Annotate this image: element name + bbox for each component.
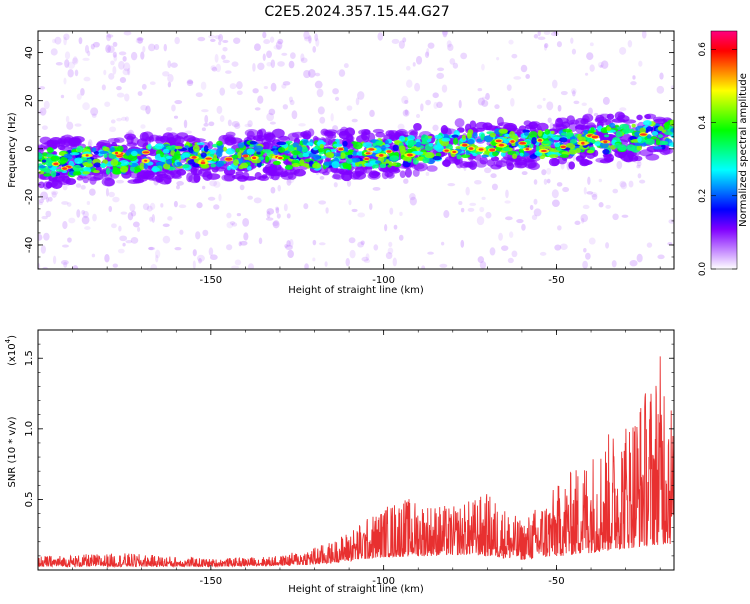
spectrogram-x-tick-label-0: -150	[199, 275, 222, 286]
spectrogram-frame	[37, 30, 675, 270]
colorbar-label: Normalized spectral amplitude	[738, 73, 749, 227]
snr-plot-area	[38, 356, 674, 569]
colorbar-tick-label-0: 0.0	[698, 262, 708, 277]
figure-title: C2E5.2024.357.15.44.G27	[264, 4, 449, 20]
spectrogram-y-tick-label-3: 20	[24, 94, 35, 107]
colorbar-gradient	[710, 30, 738, 270]
snr-y-tick-label-0: 0.5	[24, 491, 35, 507]
spectrogram-y-tick-label-1: -20	[24, 189, 35, 205]
spectrogram-x-axis-label: Height of straight line (km)	[288, 285, 424, 296]
spectrogram-y-tick-label-0: -40	[24, 237, 35, 253]
snr-y-multiplier: (x104)	[4, 335, 18, 366]
colorbar: 0.0 0.2 0.4 0.6 Normalized spectral amplitu…	[698, 30, 749, 276]
snr-y-ticks: 0.5 1.0 1.5	[24, 343, 674, 557]
spectrogram-plot-area	[38, 31, 674, 269]
snr-frame	[37, 329, 675, 571]
snr-multiplier-base: (x10	[7, 343, 18, 366]
spectrogram-x-tick-label-1: -100	[372, 275, 395, 286]
spectrogram-cells	[38, 31, 674, 269]
snr-x-ticks: -150 -100 -50	[72, 330, 661, 587]
colorbar-ticks: 0.0 0.2 0.4 0.6	[698, 42, 737, 276]
snr-x-tick-label-2: -50	[548, 576, 564, 587]
snr-x-tick-label-1: -100	[372, 576, 395, 587]
colorbar-tick-label-3: 0.6	[698, 42, 708, 57]
snr-multiplier-close: )	[7, 335, 18, 339]
snr-y-tick-label-1: 1.0	[24, 421, 35, 437]
colorbar-tick-label-2: 0.4	[698, 115, 708, 130]
snr-multiplier-exp: 4	[4, 338, 12, 343]
spectrogram-y-tick-label-4: 40	[24, 46, 35, 59]
spectrogram-x-ticks: -150 -100 -50	[72, 31, 661, 286]
snr-y-axis-label: SNR (10 * v/v)	[7, 416, 18, 487]
colorbar-tick-label-1: 0.2	[698, 189, 708, 203]
snr-series-line	[38, 356, 674, 569]
snr-panel: -150 -100 -50 0.5 1.0 1.5 Height of straight…	[4, 329, 675, 595]
spectrogram-x-tick-label-2: -50	[548, 275, 564, 286]
spectrogram-y-ticks: -40 -20 0 20 40	[24, 40, 674, 258]
snr-x-tick-label-0: -150	[199, 576, 222, 587]
svg-text:(x104): (x104)	[4, 335, 18, 366]
snr-y-tick-label-2: 1.5	[24, 350, 35, 366]
spectrogram-panel: -150 -100 -50 -40 -20 0 20 40 Height of straig…	[7, 30, 675, 296]
spectrogram-y-axis-label: Frequency (Hz)	[7, 112, 18, 188]
snr-x-axis-label: Height of straight line (km)	[288, 584, 424, 595]
spectrogram-y-tick-label-2: 0	[24, 146, 35, 152]
